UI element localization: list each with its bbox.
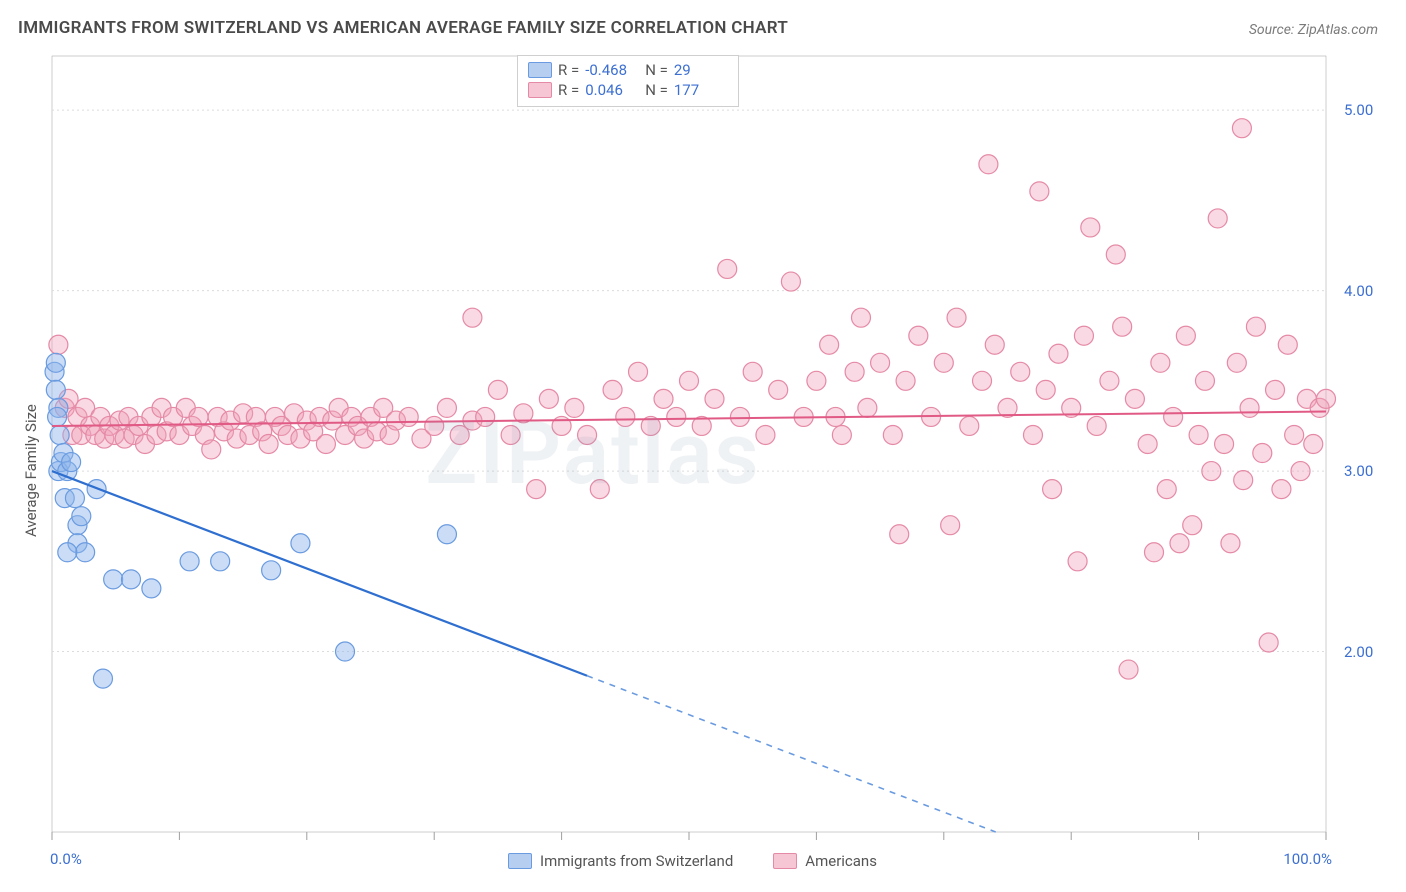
legend-item: Immigrants from Switzerland xyxy=(508,852,733,870)
legend-stat-value: -0.468 xyxy=(585,60,639,80)
x-axis-min-label: 0.0% xyxy=(50,850,82,868)
y-tick-label: 5.00 xyxy=(1344,101,1373,119)
series-legend: Immigrants from Switzerland Americans xyxy=(508,852,877,870)
scatter-chart xyxy=(0,0,1406,892)
x-axis-max-label: 100.0% xyxy=(1283,850,1332,868)
legend-stat-value: 177 xyxy=(674,80,728,100)
y-tick-label: 2.00 xyxy=(1344,643,1373,661)
legend-stat-label: R = xyxy=(558,80,579,100)
legend-label: Immigrants from Switzerland xyxy=(540,852,733,870)
legend-swatch xyxy=(773,853,797,869)
chart-container: IMMIGRANTS FROM SWITZERLAND VS AMERICAN … xyxy=(0,0,1406,892)
legend-swatch xyxy=(528,82,552,98)
legend-row: R = 0.046 N = 177 xyxy=(528,80,728,100)
y-tick-label: 4.00 xyxy=(1344,282,1373,300)
correlation-legend: R = -0.468 N = 29 R = 0.046 N = 177 xyxy=(517,55,739,107)
legend-row: R = -0.468 N = 29 xyxy=(528,60,728,80)
legend-swatch xyxy=(528,62,552,78)
legend-stat-value: 29 xyxy=(674,60,728,80)
legend-stat-label: N = xyxy=(645,60,668,80)
legend-stat-label: R = xyxy=(558,60,579,80)
y-tick-label: 3.00 xyxy=(1344,462,1373,480)
legend-item: Americans xyxy=(773,852,877,870)
y-axis-label: Average Family Size xyxy=(22,404,40,537)
legend-label: Americans xyxy=(805,852,877,870)
legend-stat-label: N = xyxy=(645,80,668,100)
legend-stat-value: 0.046 xyxy=(585,80,639,100)
legend-swatch xyxy=(508,853,532,869)
